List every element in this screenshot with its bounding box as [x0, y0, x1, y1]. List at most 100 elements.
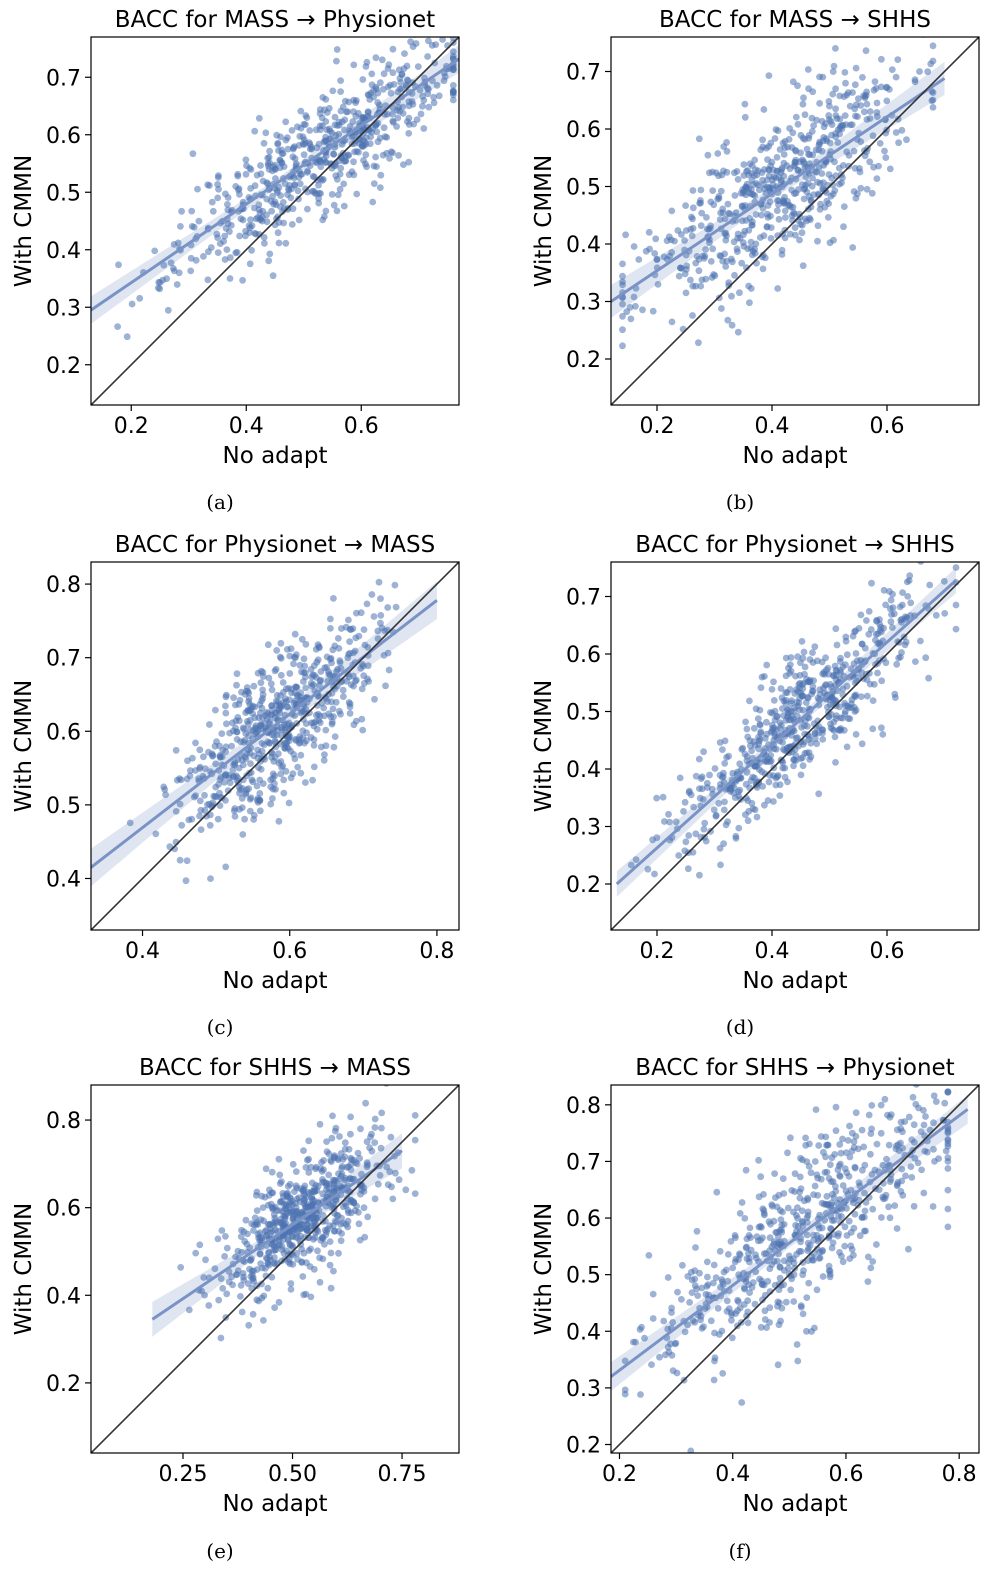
- identity-line: [91, 37, 459, 405]
- data-point: [126, 819, 134, 827]
- data-point: [719, 209, 727, 217]
- data-point: [246, 701, 254, 708]
- data-point: [259, 673, 267, 680]
- data-point: [298, 635, 306, 643]
- regression-line: [615, 579, 958, 886]
- data-point: [244, 1230, 251, 1238]
- data-point: [320, 1157, 327, 1164]
- data-point: [807, 739, 815, 747]
- data-point: [378, 1109, 386, 1117]
- data-point: [342, 1221, 350, 1228]
- data-point: [325, 690, 332, 698]
- data-point: [247, 726, 254, 734]
- data-point: [757, 1173, 765, 1181]
- data-point: [245, 785, 253, 793]
- data-point: [816, 100, 823, 107]
- data-point: [317, 743, 325, 751]
- data-point: [770, 678, 777, 686]
- data-point: [825, 200, 832, 208]
- data-point: [351, 148, 358, 156]
- data-point: [201, 791, 208, 799]
- data-point: [200, 253, 207, 260]
- x-tick-label: 0.6: [870, 939, 905, 964]
- data-point: [689, 282, 697, 290]
- y-tick-label: 0.5: [566, 701, 601, 726]
- data-point: [196, 797, 204, 805]
- data-point: [329, 1202, 337, 1209]
- data-point: [728, 321, 736, 329]
- data-point: [830, 62, 838, 70]
- data-point: [644, 865, 652, 873]
- data-point: [360, 157, 367, 164]
- data-point: [869, 697, 877, 704]
- data-point: [294, 123, 301, 131]
- data-point: [216, 752, 224, 759]
- data-point: [747, 285, 755, 292]
- data-point: [846, 715, 854, 723]
- data-point: [881, 1095, 889, 1103]
- data-point: [204, 181, 212, 189]
- data-point: [863, 100, 871, 108]
- data-point: [799, 1259, 807, 1266]
- data-point: [270, 731, 278, 739]
- data-point: [411, 1112, 419, 1119]
- data-point: [319, 1255, 327, 1263]
- data-point: [776, 1263, 784, 1271]
- data-point: [731, 271, 738, 279]
- data-point: [362, 1099, 369, 1107]
- data-point: [371, 1139, 379, 1146]
- data-point: [852, 64, 860, 72]
- data-point: [152, 830, 160, 838]
- data-point: [287, 1286, 295, 1293]
- data-point: [282, 767, 290, 775]
- data-point: [849, 632, 857, 640]
- data-point: [350, 96, 358, 104]
- data-point: [810, 1231, 817, 1239]
- data-point: [815, 1142, 823, 1149]
- data-point: [358, 685, 366, 693]
- data-point: [302, 640, 310, 648]
- data-point: [305, 1137, 313, 1145]
- data-point: [360, 672, 368, 680]
- x-axis-label: No adapt: [223, 443, 328, 469]
- data-point: [302, 779, 309, 786]
- data-point: [276, 653, 284, 661]
- data-point: [834, 139, 842, 146]
- panel-title: BACC for MASS → SHHS: [659, 7, 931, 33]
- data-point: [734, 328, 742, 336]
- x-tick-label: 0.6: [344, 414, 379, 439]
- data-point: [337, 1237, 345, 1245]
- data-point: [304, 168, 311, 176]
- data-point: [350, 61, 358, 69]
- data-point: [241, 815, 249, 823]
- data-point: [645, 228, 653, 236]
- data-point: [748, 170, 756, 177]
- data-point: [697, 197, 704, 204]
- data-point: [334, 665, 341, 673]
- data-point: [353, 609, 360, 617]
- data-point: [242, 1216, 250, 1224]
- data-point: [740, 172, 748, 179]
- data-point: [836, 1173, 844, 1180]
- data-point: [687, 276, 694, 284]
- data-point: [851, 1164, 859, 1172]
- data-point: [848, 1246, 856, 1253]
- data-point: [359, 76, 367, 83]
- data-point: [337, 77, 344, 84]
- data-point: [214, 1235, 222, 1243]
- y-axis-label: With CMMN: [531, 680, 557, 813]
- data-point: [819, 670, 826, 678]
- data-point: [724, 316, 732, 324]
- data-point: [776, 1207, 784, 1214]
- data-point: [284, 1235, 292, 1243]
- data-point: [881, 147, 888, 155]
- data-point: [177, 1264, 185, 1271]
- data-point: [255, 206, 263, 214]
- data-point: [736, 1251, 744, 1259]
- data-point: [248, 1255, 255, 1262]
- data-point: [320, 756, 328, 764]
- x-tick-label: 0.2: [640, 414, 675, 439]
- data-point: [715, 172, 722, 180]
- data-point: [327, 615, 334, 623]
- data-point: [350, 108, 357, 116]
